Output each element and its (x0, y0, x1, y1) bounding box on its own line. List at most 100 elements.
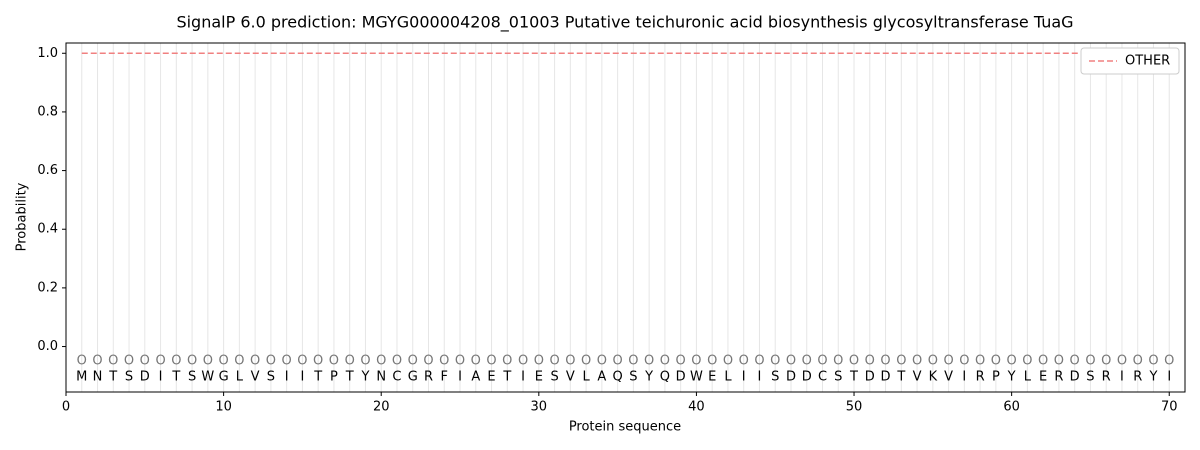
residue-label: R (1102, 370, 1111, 385)
residue-label: T (171, 370, 180, 385)
residue-label: G (408, 370, 418, 385)
region-label: O (376, 354, 386, 369)
residue-label: R (976, 370, 985, 385)
region-label: O (455, 354, 465, 369)
x-tick-label: 30 (531, 400, 548, 415)
residue-label: R (1054, 370, 1063, 385)
y-tick-label: 0.6 (37, 163, 58, 178)
residue-label: V (251, 370, 260, 385)
region-label: O (203, 354, 213, 369)
region-label: O (628, 354, 638, 369)
residue-label: V (944, 370, 953, 385)
residue-label: I (159, 370, 163, 385)
residue-label: T (849, 370, 858, 385)
residue-label: G (219, 370, 229, 385)
region-label: O (770, 354, 780, 369)
residue-label: S (550, 370, 558, 385)
y-tick-label: 1.0 (37, 46, 58, 61)
region-label: O (959, 354, 969, 369)
x-tick-label: 70 (1161, 400, 1178, 415)
region-label: O (833, 354, 843, 369)
region-label: O (345, 354, 355, 369)
region-label: O (1148, 354, 1158, 369)
region-label: O (1117, 354, 1127, 369)
residue-label: L (1024, 370, 1032, 385)
region-label: O (423, 354, 433, 369)
region-label: O (581, 354, 591, 369)
region-label: O (171, 354, 181, 369)
residue-label: S (1086, 370, 1094, 385)
residue-label: A (471, 370, 480, 385)
residue-label: T (313, 370, 322, 385)
residue-label: S (267, 370, 275, 385)
region-label: O (880, 354, 890, 369)
region-label: O (1054, 354, 1064, 369)
residue-label: S (834, 370, 842, 385)
region-label: O (108, 354, 118, 369)
region-label: O (1022, 354, 1032, 369)
residue-label: I (521, 370, 525, 385)
y-tick-label: 0.0 (37, 339, 58, 354)
region-label: O (518, 354, 528, 369)
residue-label: S (629, 370, 637, 385)
region-label: O (234, 354, 244, 369)
region-label: O (817, 354, 827, 369)
region-label: O (408, 354, 418, 369)
residue-label: Y (1007, 370, 1016, 385)
residue-label: C (392, 370, 401, 385)
region-label: O (313, 354, 323, 369)
region-label: O (723, 354, 733, 369)
residue-label: T (896, 370, 905, 385)
region-label: O (802, 354, 812, 369)
residue-label: T (108, 370, 117, 385)
residue-label: D (786, 370, 796, 385)
residue-label: Y (644, 370, 653, 385)
residue-label: S (125, 370, 133, 385)
region-label: O (124, 354, 134, 369)
region-label: O (534, 354, 544, 369)
region-label: O (991, 354, 1001, 369)
residue-label: I (758, 370, 762, 385)
region-label: O (754, 354, 764, 369)
region-label: O (597, 354, 607, 369)
region-label: O (896, 354, 906, 369)
residue-label: P (330, 370, 338, 385)
region-label: O (250, 354, 260, 369)
chart-title: SignalP 6.0 prediction: MGYG000004208_01… (176, 13, 1073, 33)
region-label: O (707, 354, 717, 369)
residue-label: P (992, 370, 1000, 385)
region-label: O (613, 354, 623, 369)
residue-label: S (188, 370, 196, 385)
residue-label: K (929, 370, 938, 385)
x-tick-label: 10 (215, 400, 232, 415)
residue-label: Y (1149, 370, 1158, 385)
residue-label: S (771, 370, 779, 385)
region-label: O (739, 354, 749, 369)
residue-label: D (1070, 370, 1080, 385)
x-tick-label: 40 (688, 400, 705, 415)
region-label: O (329, 354, 339, 369)
region-label: O (187, 354, 197, 369)
region-label: O (1038, 354, 1048, 369)
region-label: O (471, 354, 481, 369)
residue-label: D (881, 370, 891, 385)
region-label: O (943, 354, 953, 369)
residue-label: L (236, 370, 244, 385)
region-label: O (644, 354, 654, 369)
region-label: O (928, 354, 938, 369)
x-axis-label: Protein sequence (569, 420, 681, 435)
residue-label: E (708, 370, 716, 385)
region-label: O (282, 354, 292, 369)
residue-label: Q (660, 370, 670, 385)
region-label: O (1007, 354, 1017, 369)
region-label: O (912, 354, 922, 369)
residue-label: R (1133, 370, 1142, 385)
residue-label: I (962, 370, 966, 385)
region-label: O (691, 354, 701, 369)
region-label: O (1164, 354, 1174, 369)
residue-label: W (690, 370, 703, 385)
region-label: O (155, 354, 165, 369)
residue-label: N (376, 370, 386, 385)
residue-label: I (300, 370, 304, 385)
